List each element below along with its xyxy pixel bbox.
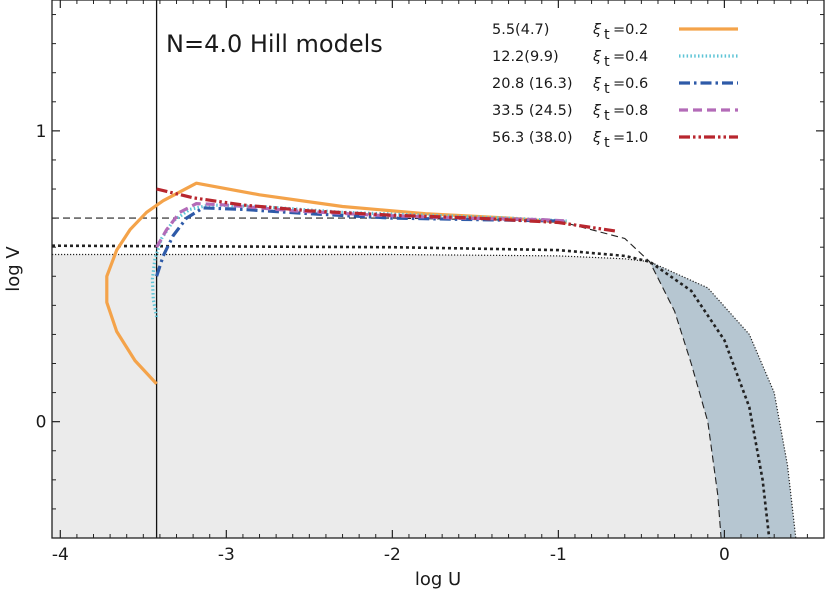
legend-sub-4: t	[604, 108, 610, 124]
legend-value-2: 12.2(9.9)	[492, 49, 559, 65]
boundary-curve-fine-dotted	[52, 253, 797, 538]
legend-eq-3: =0.6	[613, 76, 648, 92]
legend-value-3: 20.8 (16.3)	[492, 76, 573, 92]
y-tick-label: 0	[36, 413, 47, 433]
legend-xi-3: ξ	[592, 76, 602, 92]
x-tick-label: -1	[550, 545, 567, 565]
gray-shaded-region	[52, 254, 796, 538]
legend-xi-5: ξ	[592, 130, 602, 146]
legend-xi-4: ξ	[592, 103, 602, 119]
plot-area	[52, 0, 797, 538]
legend-sub-5: t	[604, 135, 610, 151]
x-tick-label: -2	[384, 545, 401, 565]
series-line-3	[155, 206, 567, 277]
series-line-5	[156, 187, 617, 233]
x-tick-label: -4	[52, 545, 69, 565]
legend-eq-4: =0.8	[613, 103, 648, 119]
legend-eq-1: =0.2	[613, 22, 648, 38]
legend-sub-2: t	[604, 54, 610, 70]
plot-frame	[51, 0, 825, 539]
legend: 5.5(4.7) ξ t =0.212.2(9.9) ξ t =0.420.8 (16.3)…	[492, 22, 738, 151]
boundary-curve-thick-dotted	[52, 244, 771, 538]
legend-xi-1: ξ	[592, 22, 602, 38]
legend-xi-2: ξ	[592, 49, 602, 65]
blue-shaded-region	[649, 261, 796, 538]
series-line-1	[105, 181, 567, 385]
legend-eq-5: =1.0	[613, 130, 648, 146]
y-axis-label: log V	[3, 246, 24, 292]
x-tick-label: -3	[218, 545, 235, 565]
legend-sub-3: t	[604, 81, 610, 97]
legend-sub-1: t	[604, 27, 610, 43]
legend-value-1: 5.5(4.7)	[492, 22, 549, 38]
axis-ticks: -4 -3 -2 -1 0 0 1	[36, 0, 825, 565]
series-line-4	[155, 202, 567, 248]
chart-title: N=4.0 Hill models	[166, 30, 383, 58]
legend-value-5: 56.3 (38.0)	[492, 130, 573, 146]
x-axis-label: log U	[415, 569, 461, 590]
legend-eq-2: =0.4	[613, 49, 648, 65]
x-tick-label: 0	[719, 545, 730, 565]
y-tick-label: 1	[36, 122, 47, 142]
legend-value-4: 33.5 (24.5)	[492, 103, 573, 119]
